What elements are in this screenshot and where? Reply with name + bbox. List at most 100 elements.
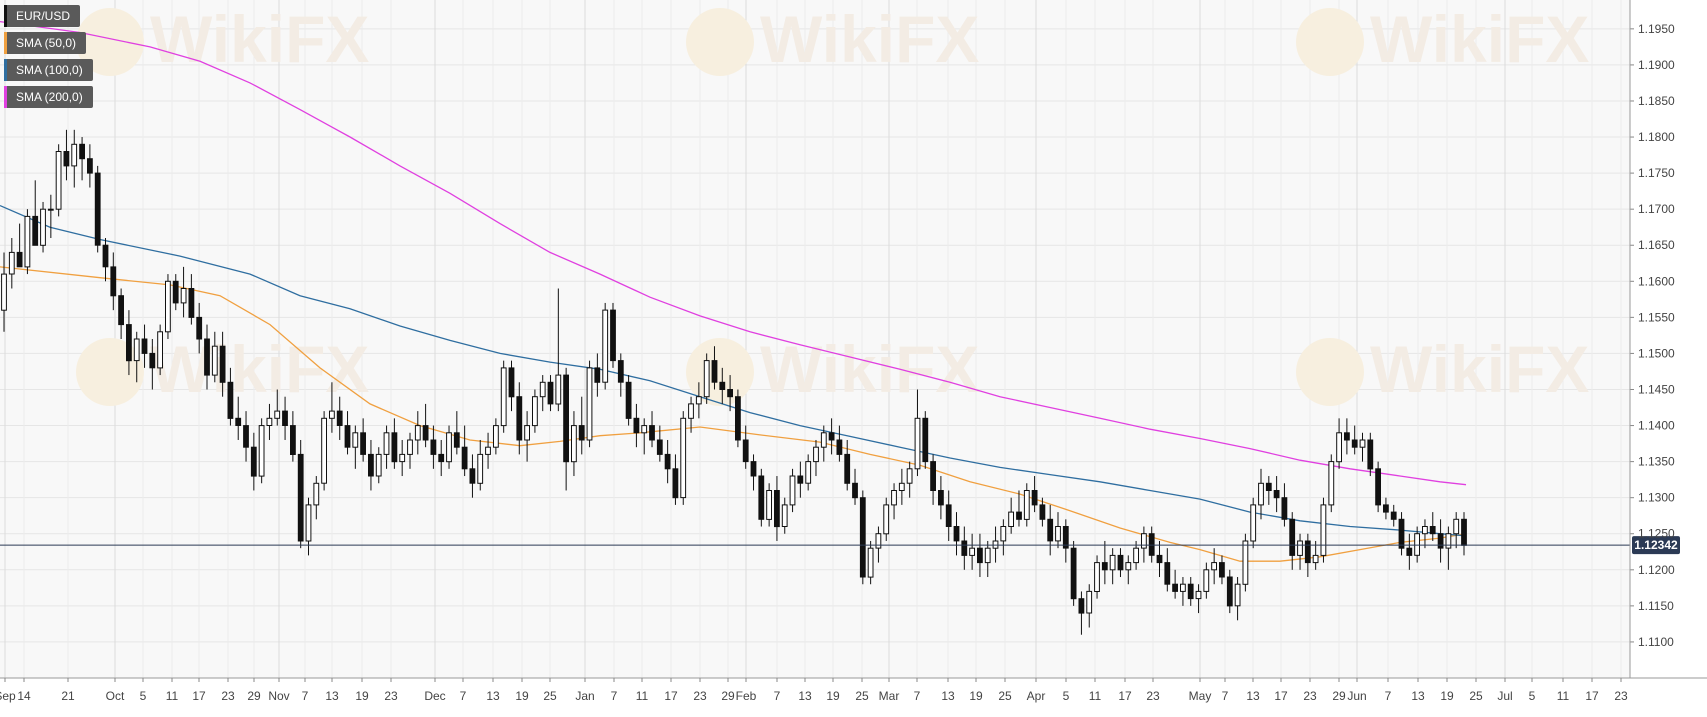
candle[interactable]: [407, 432, 413, 469]
candle[interactable]: [87, 144, 93, 188]
candle[interactable]: [1148, 526, 1155, 563]
candle[interactable]: [555, 288, 562, 412]
candle[interactable]: [110, 252, 117, 311]
candle[interactable]: [766, 483, 773, 527]
candle[interactable]: [610, 302, 616, 368]
candle[interactable]: [1297, 533, 1303, 570]
candle[interactable]: [1062, 519, 1069, 563]
candle[interactable]: [930, 454, 937, 505]
candle[interactable]: [625, 375, 632, 426]
candle[interactable]: [602, 302, 609, 390]
candle[interactable]: [1437, 519, 1444, 563]
candle[interactable]: [227, 367, 234, 426]
candle[interactable]: [1258, 468, 1264, 520]
candle[interactable]: [656, 425, 663, 462]
legend-item-sma50[interactable]: SMA (50,0): [4, 32, 93, 54]
candle[interactable]: [1344, 418, 1350, 455]
candle[interactable]: [1172, 569, 1178, 599]
candle[interactable]: [1023, 483, 1030, 527]
candle[interactable]: [352, 425, 359, 469]
candle[interactable]: [1000, 519, 1007, 556]
candle[interactable]: [391, 418, 398, 469]
legend-item-sma200[interactable]: SMA (200,0): [4, 86, 93, 108]
candle[interactable]: [828, 418, 835, 455]
legend-item-price[interactable]: EUR/USD: [4, 5, 93, 27]
candle[interactable]: [1086, 584, 1093, 628]
candle[interactable]: [375, 447, 382, 484]
candle[interactable]: [383, 425, 390, 469]
candle[interactable]: [1031, 476, 1038, 513]
candle[interactable]: [1375, 461, 1381, 513]
candle[interactable]: [461, 425, 468, 477]
candle[interactable]: [774, 476, 780, 541]
candle[interactable]: [133, 331, 140, 383]
candle[interactable]: [758, 468, 765, 527]
candle[interactable]: [297, 439, 304, 549]
candle[interactable]: [211, 331, 218, 383]
candle[interactable]: [204, 324, 210, 390]
candle[interactable]: [329, 382, 335, 433]
candle[interactable]: [446, 425, 452, 469]
candle[interactable]: [1429, 512, 1436, 541]
candle[interactable]: [102, 238, 109, 282]
candle[interactable]: [172, 274, 179, 311]
candle[interactable]: [1094, 555, 1100, 599]
candle[interactable]: [493, 418, 499, 455]
candle[interactable]: [149, 339, 156, 390]
candle[interactable]: [781, 497, 788, 534]
candle[interactable]: [750, 454, 757, 491]
candle[interactable]: [1336, 418, 1342, 469]
candle[interactable]: [430, 425, 437, 469]
candle[interactable]: [1226, 569, 1233, 614]
candle[interactable]: [243, 411, 249, 462]
candle[interactable]: [578, 396, 585, 455]
candle[interactable]: [180, 266, 187, 318]
candle[interactable]: [274, 389, 281, 426]
candle[interactable]: [688, 396, 694, 433]
candle[interactable]: [1351, 425, 1358, 455]
candle[interactable]: [1312, 540, 1319, 570]
candle[interactable]: [789, 468, 796, 513]
candle[interactable]: [453, 411, 460, 455]
candle[interactable]: [1320, 497, 1327, 563]
candle[interactable]: [867, 540, 874, 585]
candle[interactable]: [71, 129, 78, 188]
candle[interactable]: [8, 238, 15, 289]
candle[interactable]: [438, 439, 445, 477]
candle[interactable]: [547, 375, 554, 412]
candle[interactable]: [321, 411, 328, 491]
candle[interactable]: [1367, 432, 1374, 477]
candle[interactable]: [32, 180, 39, 246]
candle[interactable]: [1398, 512, 1405, 556]
candle[interactable]: [664, 439, 671, 484]
candle[interactable]: [1125, 555, 1132, 585]
candle[interactable]: [727, 375, 734, 412]
candle[interactable]: [1016, 490, 1022, 527]
candle[interactable]: [617, 353, 624, 397]
candle[interactable]: [906, 461, 913, 498]
candle[interactable]: [1414, 526, 1420, 563]
candle[interactable]: [1078, 591, 1085, 635]
candle[interactable]: [524, 411, 531, 462]
candle[interactable]: [266, 403, 273, 440]
candle[interactable]: [836, 425, 843, 462]
candle[interactable]: [1265, 476, 1272, 505]
candle[interactable]: [1156, 540, 1163, 578]
candle[interactable]: [1390, 504, 1397, 527]
candle[interactable]: [938, 476, 944, 520]
candle[interactable]: [1109, 548, 1116, 585]
candle[interactable]: [1203, 562, 1210, 599]
candle[interactable]: [157, 324, 163, 376]
candle[interactable]: [1047, 504, 1054, 556]
candle[interactable]: [500, 360, 507, 433]
candle[interactable]: [594, 353, 601, 397]
candle[interactable]: [977, 533, 983, 578]
candle[interactable]: [219, 331, 226, 397]
legend-item-sma100[interactable]: SMA (100,0): [4, 59, 93, 81]
candle[interactable]: [945, 490, 952, 541]
candle[interactable]: [695, 382, 702, 419]
candle[interactable]: [539, 375, 546, 412]
candle[interactable]: [165, 274, 171, 339]
candle[interactable]: [1164, 548, 1171, 592]
candle[interactable]: [1141, 526, 1147, 563]
